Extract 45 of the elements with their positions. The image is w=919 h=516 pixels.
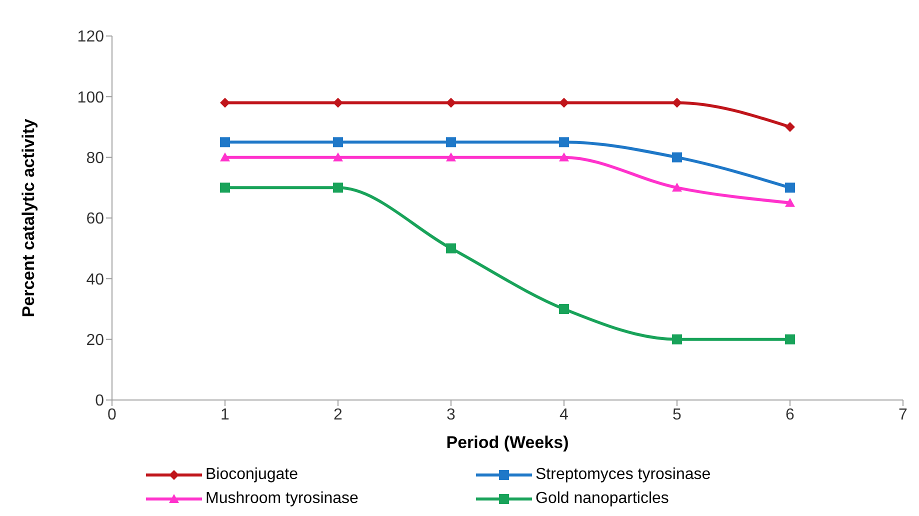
x-tick-label: 3 <box>446 406 456 424</box>
y-tick-label: 80 <box>86 150 104 168</box>
point <box>559 137 569 148</box>
legend-label: Streptomyces tyrosinase <box>536 466 711 484</box>
point <box>672 334 682 344</box>
x-axis-title: Period (Weeks) <box>446 433 569 452</box>
point <box>446 152 456 162</box>
point <box>559 152 569 162</box>
x-tick-label: 5 <box>672 406 682 424</box>
point <box>672 182 682 192</box>
point <box>220 137 230 148</box>
y-axis-title: Percent catalytic activity <box>19 118 38 318</box>
point <box>446 98 456 108</box>
point <box>785 334 795 344</box>
y-tick-label: 40 <box>86 271 104 288</box>
point <box>333 152 343 162</box>
point <box>785 182 795 193</box>
point <box>559 304 569 314</box>
legend-label: Mushroom tyrosinase <box>206 490 358 508</box>
y-tick-label: 60 <box>86 210 104 228</box>
x-tick-label: 0 <box>108 406 117 424</box>
y-tick-label: 120 <box>77 28 104 46</box>
point <box>446 137 456 148</box>
x-tick-label: 2 <box>334 406 343 424</box>
point <box>333 182 343 193</box>
x-tick-label: 1 <box>220 406 230 424</box>
point <box>785 198 795 207</box>
y-tick-label: 20 <box>86 332 104 350</box>
point <box>220 152 230 162</box>
legend-label: Bioconjugate <box>206 466 298 484</box>
y-tick-label: 0 <box>95 392 104 410</box>
point <box>785 122 795 132</box>
point <box>672 152 682 162</box>
point <box>446 243 456 254</box>
x-tick-label: 4 <box>560 406 569 424</box>
x-tick-label: 6 <box>786 406 795 424</box>
point <box>559 98 569 108</box>
legend-label: Gold nanoparticles <box>536 490 669 508</box>
point <box>333 98 343 108</box>
point <box>333 137 343 148</box>
point <box>220 182 230 193</box>
y-tick-label: 100 <box>77 89 104 106</box>
point <box>672 98 682 108</box>
point <box>220 98 230 108</box>
x-tick-label: 7 <box>898 406 908 424</box>
